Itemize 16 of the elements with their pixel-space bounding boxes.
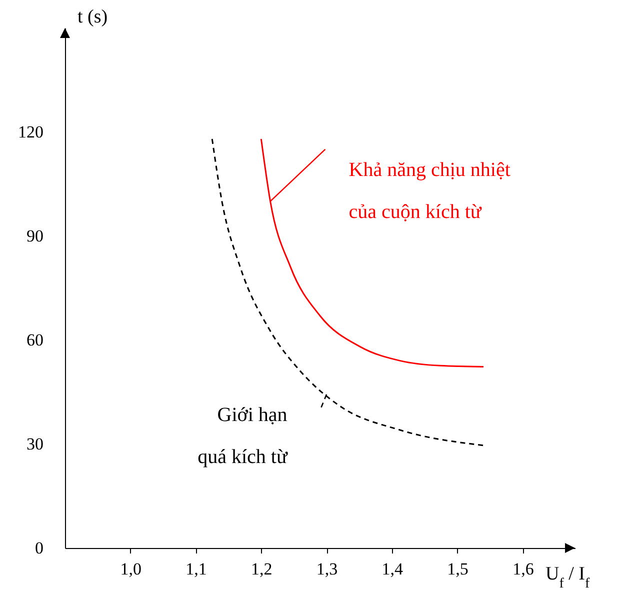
annotation: Giới hạn quá kích từ bbox=[198, 404, 288, 468]
y-tick-label: 60 bbox=[26, 330, 44, 350]
x-tick-label: 1,4 bbox=[382, 560, 404, 578]
x-tick-label: 1,6 bbox=[512, 560, 534, 578]
x-tick-label: 1,1 bbox=[186, 560, 207, 578]
y-tick-label: 90 bbox=[26, 226, 44, 246]
y-axis-title: t (s) bbox=[78, 6, 108, 28]
x-tick-label: 1,2 bbox=[251, 560, 272, 578]
y-tick-label: 0 bbox=[35, 538, 44, 558]
y-tick-label: 120 bbox=[18, 122, 44, 142]
x-tick-label: 1,5 bbox=[447, 560, 468, 578]
annotation: Khả năng chịu nhiệt của cuộn kích từ bbox=[348, 159, 511, 224]
x-tick-label: 1,0 bbox=[120, 560, 142, 578]
y-tick-label: 30 bbox=[26, 434, 44, 454]
x-tick-label: 1,3 bbox=[316, 560, 338, 578]
x-axis-title: U$_{f}$ / I$_{f}$ bbox=[546, 564, 590, 591]
